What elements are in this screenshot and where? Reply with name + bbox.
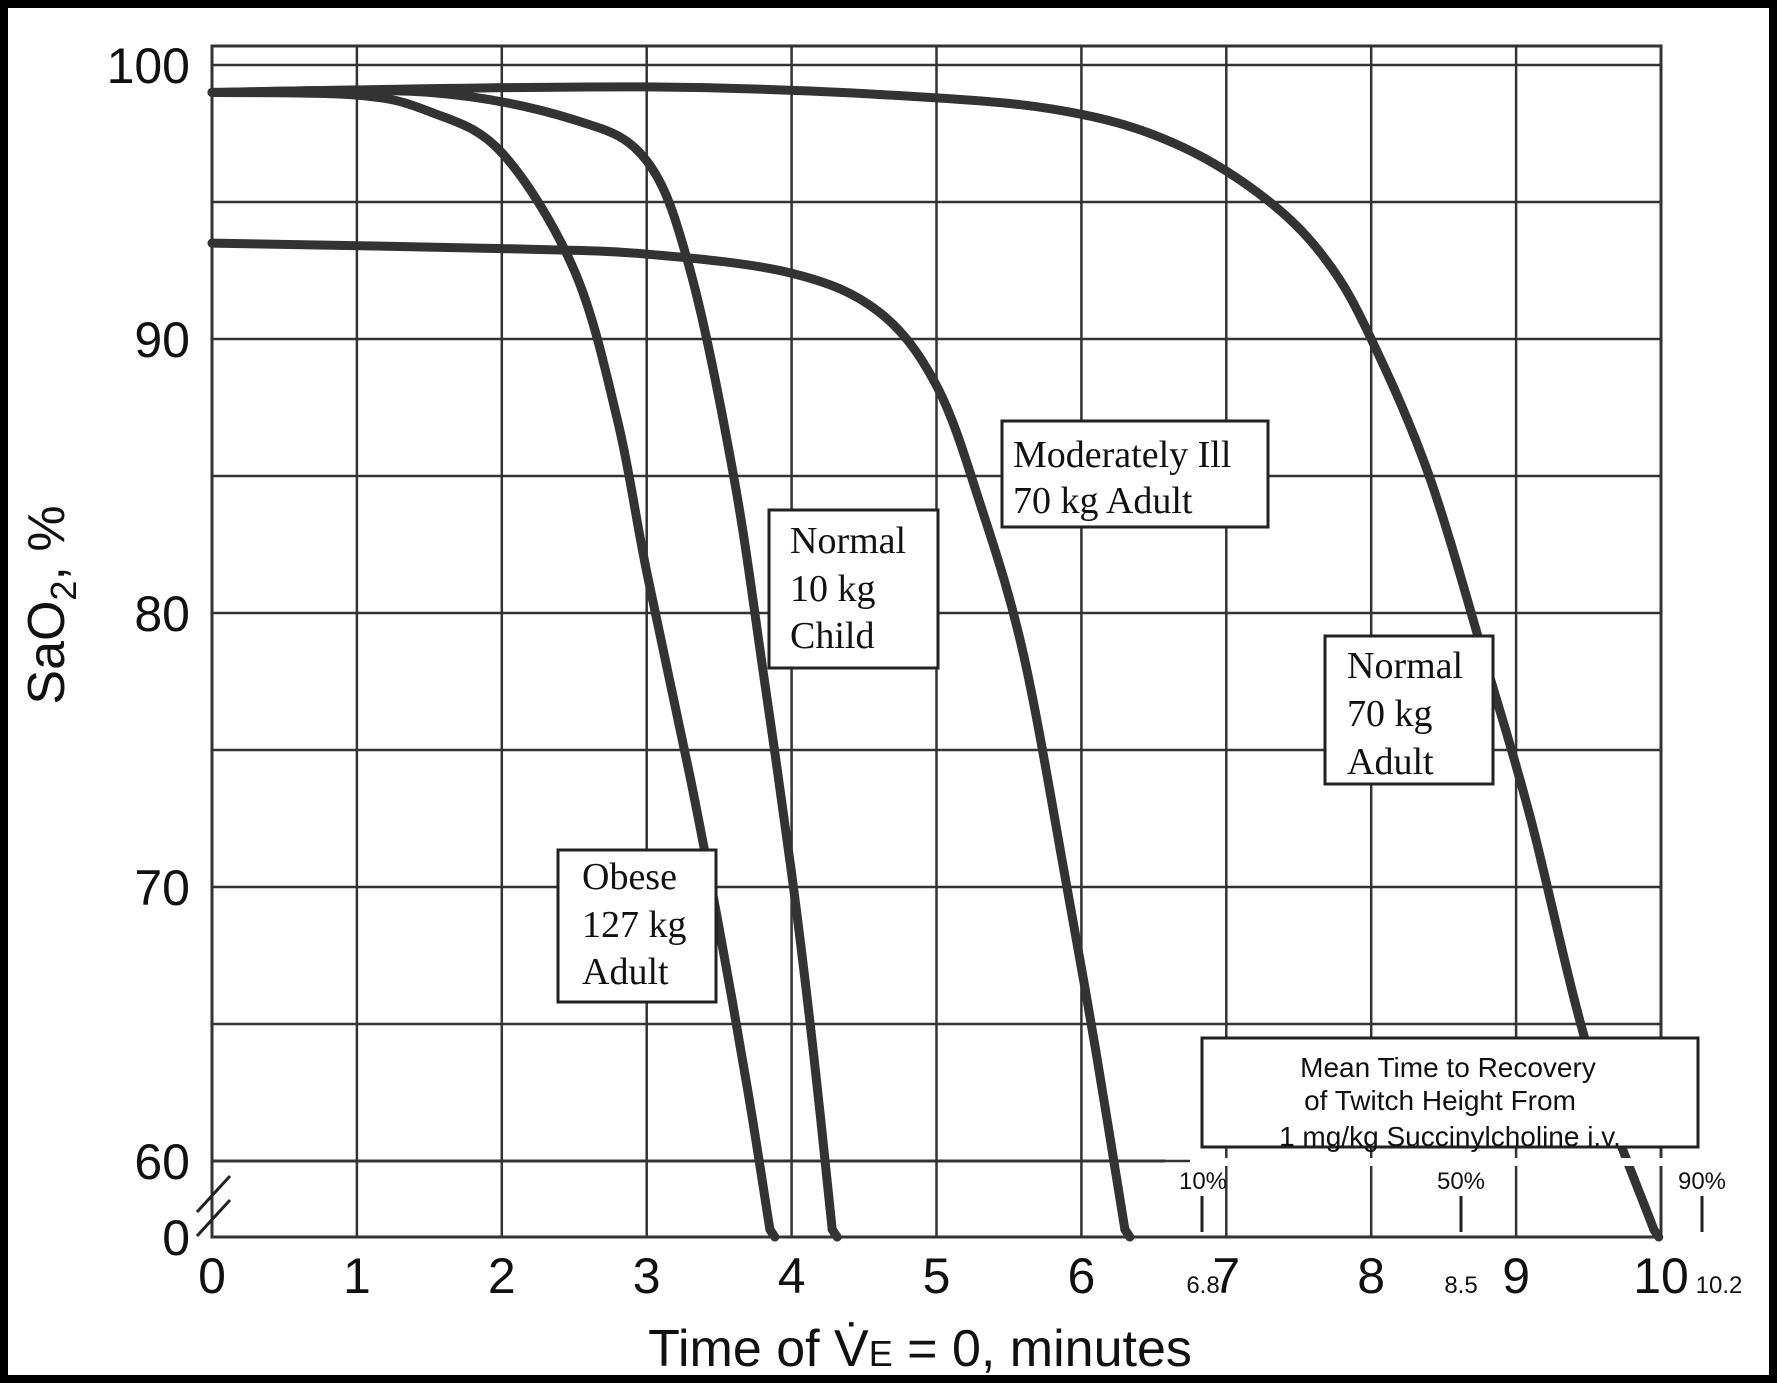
- normal-70kg-adult-curve-tail: [1649, 1225, 1664, 1242]
- label-moderately-ill-70kg-adult-line: 70 kg Adult: [1013, 480, 1193, 522]
- y-tick-label: 0: [162, 1210, 190, 1266]
- x-axis-title-symbol: V̇: [834, 1320, 869, 1378]
- x-tick-label: 2: [488, 1248, 516, 1304]
- recovery-annotation-line-1: Mean Time to Recovery: [1300, 1052, 1596, 1083]
- x-tick-label: 1: [343, 1248, 371, 1304]
- moderately-ill-70kg-adult-curve-tail: [1120, 1225, 1135, 1242]
- y-tick-label: 80: [134, 586, 190, 642]
- y-tick-label: 60: [134, 1134, 190, 1190]
- label-normal-10kg-child-box: [767, 508, 940, 670]
- label-obese-127kg-adult-line: 127 kg: [582, 904, 687, 946]
- x-tick-label: 9: [1502, 1248, 1530, 1304]
- label-obese-127kg-adult: Obese 127 kg Adult: [556, 848, 718, 1004]
- recovery-90pct-label: 90%: [1678, 1168, 1726, 1195]
- normal-10kg-child-curve-tail: [827, 1225, 842, 1242]
- recovery-annotation-box: [1200, 1036, 1700, 1149]
- x-axis-title-sub: E: [869, 1333, 893, 1374]
- label-normal-10kg-child-line: 10 kg: [790, 568, 876, 610]
- x-tick-label: 7: [1212, 1248, 1240, 1304]
- recovery-10pct-label: 10%: [1179, 1168, 1227, 1195]
- y-axis-title-sub: 2: [43, 581, 84, 601]
- normal-10kg-child-curve: [207, 85, 837, 1234]
- moderately-ill-70kg-adult-curve: [207, 238, 1130, 1234]
- y-axis-title: SaO2, %: [18, 505, 84, 704]
- obese-127kg-adult-curve: [207, 87, 775, 1234]
- axis-break-marks: [195, 1174, 232, 1238]
- recovery-annotation: Mean Time to Recovery of Twitch Height F…: [1179, 1036, 1743, 1299]
- series-lines: [207, 82, 1664, 1242]
- label-normal-10kg-child-line: Child: [790, 615, 874, 657]
- x-tick-label: 5: [923, 1248, 951, 1304]
- label-normal-10kg-child-line: Normal: [790, 520, 906, 562]
- y-axis-title-suffix: , %: [18, 505, 76, 580]
- obese-127kg-adult-curve-tail: [765, 1225, 780, 1242]
- label-normal-70kg-adult-line: 70 kg: [1347, 693, 1433, 735]
- recovery-value-6-8: 6.8: [1186, 1272, 1219, 1299]
- normal-70kg-adult-curve: [207, 82, 1659, 1234]
- chart-background: [8, 8, 1769, 1375]
- label-moderately-ill-70kg-adult-line: Moderately Ill: [1013, 434, 1231, 476]
- y-tick-label: 90: [134, 312, 190, 368]
- series-labels: Obese 127 kg Adult Normal 10 kg Child Moderate…: [556, 419, 1495, 1004]
- axis-ticks: 100 90 80 70 60 00 1 2 3 4 5 6 7 8 9 10: [107, 38, 1689, 1304]
- recovery-value-8-5: 8.5: [1444, 1272, 1477, 1299]
- label-moderately-ill-70kg-adult-box: [1000, 419, 1270, 529]
- x-tick-label: 6: [1067, 1248, 1095, 1304]
- x-axis-title-prefix: Time of: [648, 1320, 834, 1378]
- recovery-value-10-2: 10.2: [1696, 1272, 1743, 1299]
- x-tick-label: 8: [1357, 1248, 1385, 1304]
- x-tick-label: 3: [633, 1248, 661, 1304]
- y-tick-label: 100: [107, 38, 190, 94]
- x-axis-title-suffix: = 0, minutes: [893, 1320, 1192, 1378]
- label-normal-70kg-adult-line: Adult: [1347, 741, 1434, 783]
- label-normal-10kg-child: Normal 10 kg Child: [767, 508, 940, 670]
- y-tick-label: 70: [134, 860, 190, 916]
- label-obese-127kg-adult-line: Adult: [582, 951, 669, 993]
- x-tick-label: 10: [1633, 1248, 1689, 1304]
- y-axis-title-main: SaO: [18, 601, 76, 705]
- label-normal-70kg-adult: Normal 70 kg Adult: [1323, 634, 1495, 786]
- label-obese-127kg-adult-box: [556, 848, 718, 1004]
- label-obese-127kg-adult-line: Obese: [582, 856, 677, 898]
- x-axis-title: Time of V̇E = 0, minutes: [648, 1320, 1192, 1378]
- x-tick-label: 0: [198, 1248, 226, 1304]
- recovery-50pct-label: 50%: [1437, 1168, 1485, 1195]
- recovery-annotation-line-2: of Twitch Height From: [1304, 1085, 1576, 1116]
- label-normal-70kg-adult-line: Normal: [1347, 645, 1463, 687]
- x-tick-label: 4: [778, 1248, 806, 1304]
- label-normal-70kg-adult-box: [1323, 634, 1495, 786]
- recovery-annotation-line-3: 1 mg/kg Succinylcholine i.v.: [1279, 1121, 1621, 1152]
